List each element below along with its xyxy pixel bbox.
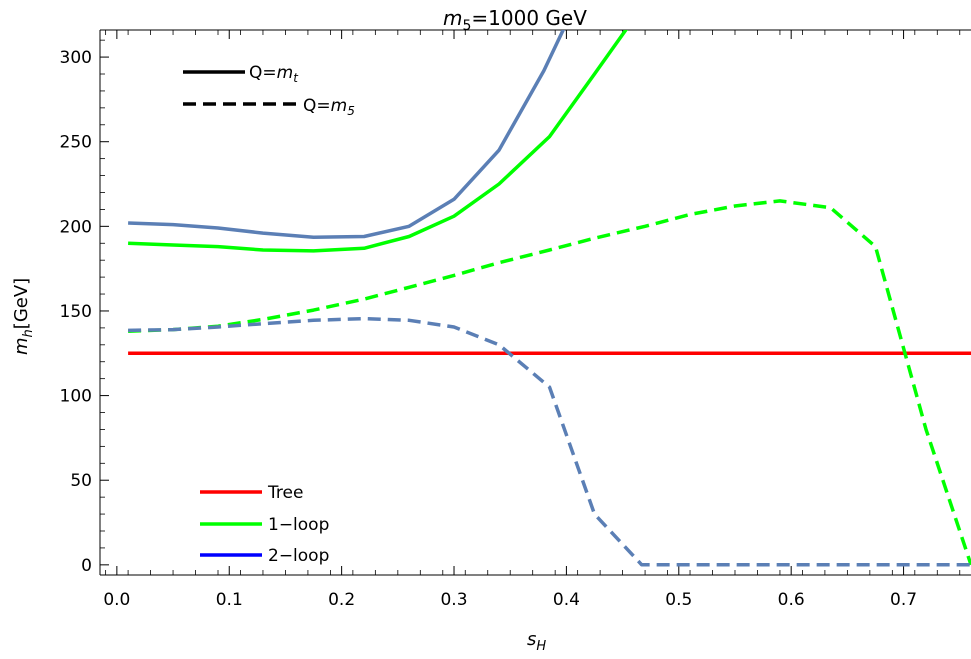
x-tick-label: 0.4 bbox=[553, 590, 580, 610]
x-axis-title: sH bbox=[527, 629, 546, 654]
x-tick-label: 0.2 bbox=[328, 590, 355, 610]
plot-frame bbox=[99, 29, 971, 576]
x-tick-label: 0.0 bbox=[103, 590, 130, 610]
y-tick-label: 50 bbox=[70, 471, 92, 491]
series-1-loop-solid bbox=[128, 30, 628, 253]
y-tick-label: 200 bbox=[60, 217, 92, 237]
legend-scale-dashed-label: Q=m5 bbox=[303, 96, 355, 118]
x-tick-label: 0.5 bbox=[665, 590, 692, 610]
y-tick-label: 100 bbox=[60, 387, 92, 407]
legend-2loop-label: 2−loop bbox=[268, 546, 329, 566]
chart-title: m5=1000 GeV bbox=[443, 6, 587, 34]
series-layer bbox=[128, 30, 971, 567]
series-2-loop-dashed bbox=[128, 316, 971, 567]
y-axis-ticks: 0 50 100 150 200 250 300 bbox=[60, 39, 109, 576]
chart-title-sub: 5 bbox=[462, 18, 471, 34]
y-tick-label: 0 bbox=[81, 556, 92, 576]
y-tick-label: 150 bbox=[60, 302, 92, 322]
y-axis-title-var: m bbox=[11, 337, 32, 355]
series-1-loop-dashed bbox=[128, 199, 971, 566]
x-axis-ticks: 0.0 0.1 0.2 0.3 0.4 0.5 0.6 0.7 bbox=[103, 30, 961, 610]
x-tick-label: 0.3 bbox=[440, 590, 467, 610]
x-axis-title-sub: H bbox=[536, 639, 546, 654]
y-axis-title-rest: [GeV] bbox=[11, 278, 32, 329]
legend-scale: Q=mt Q=m5 bbox=[183, 63, 355, 118]
chart-title-var: m bbox=[443, 6, 462, 30]
chart-title-rest: =1000 GeV bbox=[471, 6, 587, 30]
legend-scale-solid-label: Q=mt bbox=[249, 63, 299, 85]
legend-loops: Tree 1−loop 2−loop bbox=[200, 483, 329, 566]
x-tick-label: 0.7 bbox=[890, 590, 917, 610]
y-axis-title-sub: h bbox=[21, 329, 36, 337]
y-axis-title: mh[GeV] bbox=[11, 278, 36, 355]
legend-tree-label: Tree bbox=[267, 483, 303, 503]
series-2-loop-solid bbox=[128, 30, 566, 240]
y-tick-label: 300 bbox=[60, 48, 92, 68]
y-tick-label: 250 bbox=[60, 133, 92, 153]
legend-1loop-label: 1−loop bbox=[268, 515, 329, 535]
x-axis-title-var: s bbox=[527, 629, 536, 650]
x-tick-label: 0.1 bbox=[216, 590, 243, 610]
x-tick-label: 0.6 bbox=[778, 590, 805, 610]
